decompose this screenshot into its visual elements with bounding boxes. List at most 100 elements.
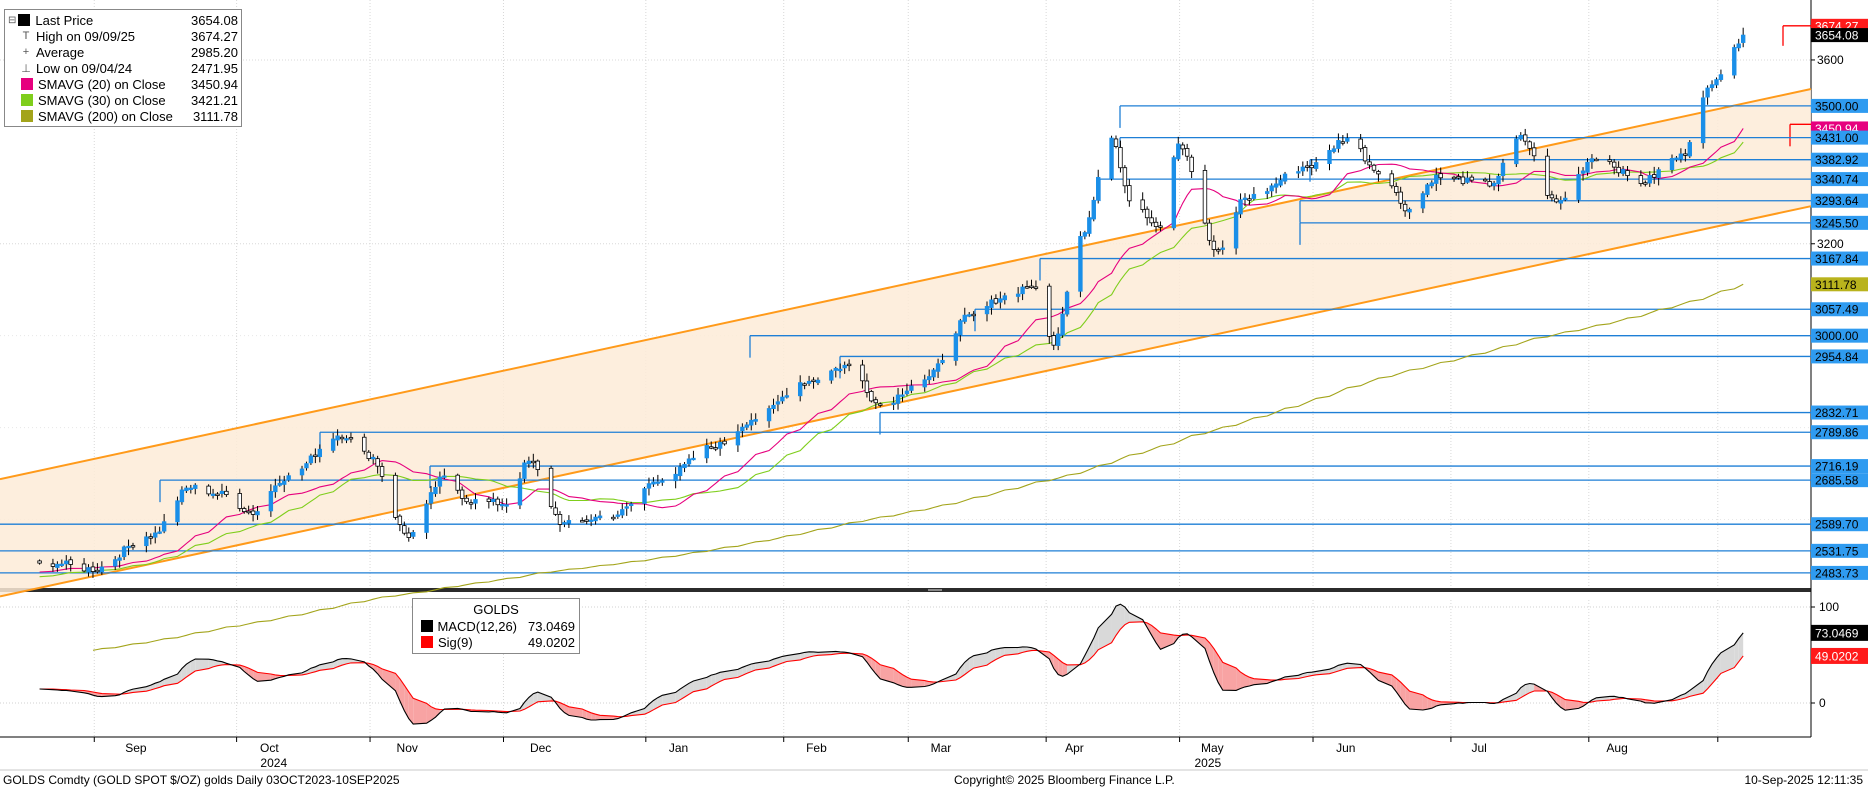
axis-label-box xyxy=(1811,459,1868,474)
candle-body xyxy=(424,503,429,533)
candle-body xyxy=(597,515,603,519)
axis-price-label: 3245.50 xyxy=(1811,215,1868,230)
macd-histogram-fill xyxy=(404,685,409,719)
candle-body xyxy=(1087,217,1092,234)
candle-body xyxy=(1647,175,1652,184)
candle-body xyxy=(1687,142,1692,157)
candle-body xyxy=(428,492,434,504)
candle-body xyxy=(224,490,229,496)
candle-body xyxy=(144,536,149,547)
macd-histogram-fill xyxy=(924,680,930,687)
macd-histogram-fill xyxy=(1703,671,1708,694)
macd-histogram-fill xyxy=(1004,647,1019,656)
candle-body xyxy=(646,483,652,489)
macd-legend-title: GOLDS xyxy=(473,602,519,617)
axis-label-text: 2789.86 xyxy=(1815,426,1859,440)
macd-histogram-fill xyxy=(1018,646,1023,654)
macd-histogram-fill xyxy=(1111,606,1116,643)
candle-body xyxy=(1220,247,1225,250)
axis-label-text: 73.0469 xyxy=(1815,626,1859,640)
legend-label: SMAVG (200) on Close xyxy=(38,108,173,124)
candle-body xyxy=(1278,179,1283,186)
macd-histogram-fill xyxy=(969,655,974,672)
macd-histogram-fill xyxy=(1422,694,1428,710)
macd-histogram-fill xyxy=(782,655,787,663)
legend-value: 3450.94 xyxy=(191,76,238,92)
axis-label-text: 3431.00 xyxy=(1815,131,1859,145)
axis-label-box xyxy=(1811,152,1868,167)
candle-body xyxy=(869,391,874,402)
candle-body xyxy=(282,480,287,485)
macd-legend: GOLDS MACD(12,26) 73.0469 Sig(9) 49.0202 xyxy=(412,598,580,654)
macd-histogram-fill xyxy=(1338,664,1343,672)
candle-body xyxy=(655,481,661,484)
candle-body xyxy=(1545,155,1550,196)
candle-body xyxy=(246,510,251,514)
axis-label-box xyxy=(1811,624,1868,641)
axis-label-box xyxy=(1811,349,1868,364)
candle-body xyxy=(642,488,647,504)
macd-histogram-fill xyxy=(769,659,774,669)
candle-body xyxy=(1020,286,1025,295)
candle-body xyxy=(926,376,932,381)
candle-body xyxy=(268,491,274,512)
sma30-line xyxy=(39,141,1744,578)
candle-body xyxy=(878,403,883,406)
candle-body xyxy=(1024,286,1030,289)
candle-body xyxy=(615,514,621,517)
candle-body xyxy=(660,480,665,483)
axis-label-text: 3167.84 xyxy=(1815,252,1859,266)
macd-histogram-fill xyxy=(1551,692,1557,704)
candle-body xyxy=(753,419,758,422)
candle-body xyxy=(548,467,554,507)
candle-body xyxy=(891,402,896,405)
candle-body xyxy=(580,520,585,523)
candle-body xyxy=(491,498,496,502)
candle-body xyxy=(744,424,750,428)
candle-body xyxy=(1585,161,1590,173)
candle-body xyxy=(709,446,714,449)
candle-body xyxy=(175,500,180,523)
candle-body xyxy=(766,408,772,422)
candle-body xyxy=(1047,285,1052,337)
candle-body xyxy=(771,404,776,409)
candle-body xyxy=(846,363,852,367)
macd-histogram-fill xyxy=(898,671,903,687)
candle-body xyxy=(998,298,1003,303)
candle-body xyxy=(1362,147,1368,162)
macd-histogram-fill xyxy=(582,708,587,720)
candle-body xyxy=(842,364,847,369)
candle-body xyxy=(1700,97,1706,144)
candle-body xyxy=(495,498,500,506)
axis-label-text: 2483.73 xyxy=(1815,566,1859,580)
macd-histogram-fill xyxy=(586,710,592,721)
candle-body xyxy=(940,359,945,364)
candle-body xyxy=(1576,174,1581,200)
macd-histogram-fill xyxy=(217,660,222,666)
candle-body xyxy=(811,379,816,382)
macd-histogram-fill xyxy=(777,656,783,665)
x-year-label: 2025 xyxy=(1195,756,1222,770)
legend-row: SMAVG (30) on Close 3421.21 xyxy=(8,92,238,108)
macd-histogram-fill xyxy=(537,692,552,702)
legend-row: SMAVG (200) on Close 3111.78 xyxy=(8,108,238,124)
macd-histogram-fill xyxy=(973,652,988,669)
legend-label: Sig(9) xyxy=(438,634,473,650)
candle-body xyxy=(922,379,927,388)
candle-body xyxy=(584,519,589,522)
candle-body xyxy=(935,363,941,372)
y-tick-label: 3200 xyxy=(1817,237,1844,251)
axis-label-box xyxy=(1811,543,1868,558)
candle-body xyxy=(362,436,367,452)
candle-body xyxy=(566,520,572,524)
collapse-icon[interactable]: ⊟ xyxy=(8,14,17,26)
candle-body xyxy=(1451,176,1457,180)
candle-body xyxy=(1269,185,1274,192)
channel-upper-line xyxy=(0,88,1812,481)
axis-label-text: 3340.74 xyxy=(1815,173,1859,187)
axis-price-label: 2531.75 xyxy=(1811,543,1868,558)
legend-value: 3111.78 xyxy=(192,108,238,124)
candle-body xyxy=(931,369,936,378)
macd-histogram-fill xyxy=(893,668,899,685)
candle-body xyxy=(535,460,540,470)
